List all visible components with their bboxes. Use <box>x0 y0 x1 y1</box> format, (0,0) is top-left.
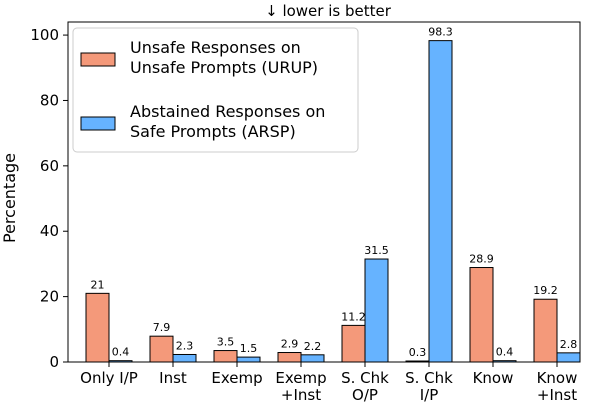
bar-urup <box>341 324 366 363</box>
y-axis-label: Percentage <box>0 153 19 243</box>
legend-swatch <box>80 116 116 131</box>
bar-urup <box>469 267 494 363</box>
bar-value-label: 1.5 <box>240 342 258 355</box>
bar-value-label: 2.2 <box>304 340 322 353</box>
bar-arsp <box>300 354 325 363</box>
legend: Unsafe Responses on Unsafe Prompts (URUP)… <box>72 27 359 153</box>
x-tick-label: S. Chk O/P <box>341 369 389 402</box>
y-tick-label: 80 <box>40 91 59 109</box>
x-tick-label: Know <box>473 369 514 387</box>
bar-value-label: 98.3 <box>428 26 453 39</box>
bar-urup <box>213 350 238 363</box>
bar-value-label: 0.3 <box>409 346 427 359</box>
x-tick-label: Exemp +Inst <box>275 369 326 402</box>
x-tick-label: Exemp <box>211 369 262 387</box>
bar-value-label: 21 <box>91 278 105 291</box>
bar-urup <box>149 335 174 363</box>
bar-value-label: 19.2 <box>533 284 558 297</box>
bar-arsp <box>236 356 261 363</box>
bar-value-label: 11.2 <box>341 310 366 323</box>
bar-arsp <box>556 352 581 363</box>
chart-title: ↓ lower is better <box>265 2 392 20</box>
bar-value-label: 2.8 <box>560 338 578 351</box>
bar-value-label: 2.3 <box>176 339 194 352</box>
legend-entry-label: Unsafe Responses on Unsafe Prompts (URUP) <box>130 38 318 77</box>
y-tick-label: 40 <box>40 222 59 240</box>
bar-value-label: 0.4 <box>112 346 130 359</box>
y-tick-label: 100 <box>30 26 59 44</box>
bar-value-label: 7.9 <box>153 321 171 334</box>
bar-urup <box>85 292 110 363</box>
y-tick-label: 0 <box>49 353 59 371</box>
legend-swatch <box>80 52 116 67</box>
bar-value-label: 0.4 <box>496 346 514 359</box>
bar-value-label: 28.9 <box>469 253 494 266</box>
plot-frame <box>67 21 581 363</box>
x-tick-label: Inst <box>159 369 187 387</box>
bar-value-label: 2.9 <box>281 338 299 351</box>
bar-value-label: 31.5 <box>364 244 389 257</box>
bar-urup <box>533 298 558 363</box>
legend-entry-label: Abstained Responses on Safe Prompts (ARSP… <box>130 102 325 141</box>
bar-arsp <box>364 258 389 363</box>
y-tick-label: 60 <box>40 157 59 175</box>
x-tick-label: Only I/P <box>80 369 138 387</box>
bar-arsp <box>172 353 197 363</box>
bar-value-label: 3.5 <box>217 336 235 349</box>
legend-box <box>72 27 359 153</box>
bar-arsp <box>428 40 453 363</box>
bar-urup <box>277 352 302 363</box>
y-tick-label: 20 <box>40 288 59 306</box>
plot-area: 0 20 40 60 80 100 21 0.4 Only I/P 7.9 2.3 Inst 3.5 1.… <box>30 21 581 402</box>
x-tick-label: Know +Inst <box>537 369 578 402</box>
x-tick-label: S. Chk I/P <box>405 369 453 402</box>
